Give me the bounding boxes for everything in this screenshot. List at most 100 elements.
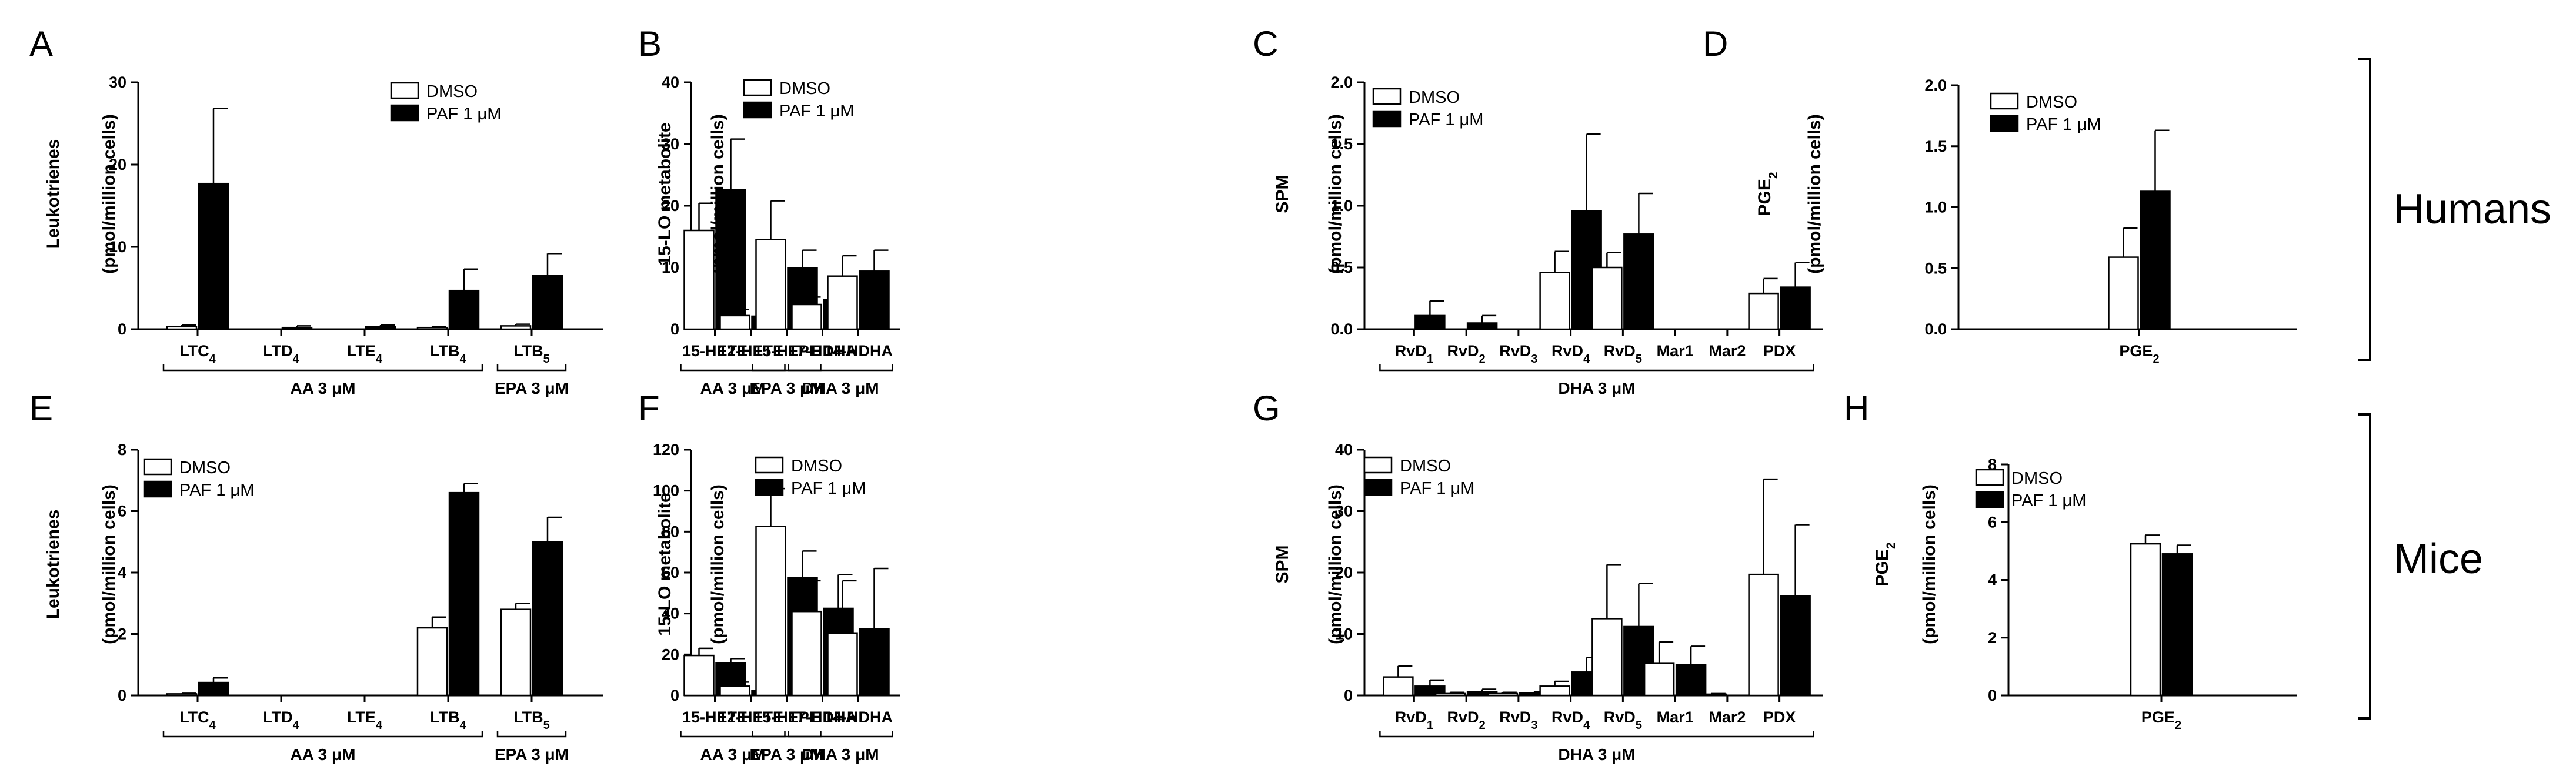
panel-h: H PGE2 (pmol/million cells) 0 2 4 6 8 PGE2 DMSO PA… [1844, 389, 2297, 732]
x-tick-label: Mar1 [1657, 342, 1694, 360]
legend-swatch-dmso [743, 79, 772, 96]
bar-dmso [1539, 685, 1570, 697]
x-tick-label: LTD4 [263, 708, 299, 732]
y-tick-label: 0 [1988, 687, 1997, 704]
y-axis-title: SPM [1273, 175, 1292, 213]
y-tick-label: 0.5 [1330, 259, 1353, 276]
y-axis-subtitle: (pmol/million cells) [99, 114, 119, 274]
y-axis-title: 15-LO metabolite [655, 122, 675, 265]
group-bracket [788, 731, 893, 738]
bar-dmso [1643, 662, 1675, 697]
x-tick-label: LTC4 [179, 708, 216, 732]
bar-paf [1466, 322, 1498, 330]
bar-paf [365, 326, 396, 330]
bar-dmso [166, 326, 198, 330]
panel-label: B [638, 24, 662, 63]
y-tick-label: 8 [118, 441, 126, 459]
y-tick-label: 0.0 [1924, 320, 1947, 338]
group-bracket [788, 364, 893, 372]
y-tick-label: 120 [653, 441, 679, 459]
bar-paf [1780, 595, 1811, 697]
y-tick-label: 8 [1988, 456, 1997, 473]
group-label: AA 3 μM [700, 745, 766, 764]
group-bracket [162, 731, 483, 738]
bar-paf [1414, 314, 1446, 330]
legend-swatch-dmso [390, 82, 419, 99]
humans-label: Humans [2394, 186, 2551, 233]
legend-swatch-paf [755, 478, 784, 496]
legend-swatch-paf [743, 101, 772, 119]
y-tick-label: 80 [662, 523, 679, 540]
legend-label-dmso: DMSO [779, 79, 830, 98]
bar-dmso [827, 275, 858, 330]
bar-paf [281, 326, 313, 330]
x-tick-label: LTD4 [263, 342, 299, 366]
panel-label: A [29, 24, 53, 63]
y-tick-label: 6 [1988, 513, 1997, 531]
legend-label-paf: PAF 1 μM [2026, 115, 2101, 134]
bar-dmso [683, 229, 715, 330]
x-tick-label: LTC4 [179, 342, 216, 366]
legend-label-paf: PAF 1 μM [179, 481, 254, 500]
legend-label-paf: PAF 1 μM [791, 479, 866, 498]
x-tick-label: LTB4 [430, 342, 466, 366]
panel-g: G SPM (pmol/million cells) 0 10 20 30 40 RvD1 RvD… [1253, 389, 1823, 764]
panel-a: A Leukotrienes (pmol/million cells) 0 10 20 30… [29, 24, 603, 397]
panel-label: H [1844, 389, 1869, 428]
y-tick-label: 30 [109, 73, 126, 91]
x-tick-label: Mar1 [1657, 708, 1694, 726]
group-bracket [752, 731, 822, 738]
x-tick-label: 15-HEPE [753, 708, 820, 726]
y-axis-subtitle: (pmol/million cells) [1920, 484, 1939, 644]
y-tick-label: 1.5 [1924, 138, 1947, 155]
group-bracket [496, 731, 567, 738]
bar-dmso [2130, 543, 2161, 697]
group-label: DHA 3 μM [1558, 379, 1635, 397]
legend-label-paf: PAF 1 μM [779, 102, 854, 121]
y-axis-subtitle: (pmol/million cells) [1326, 114, 1345, 274]
y-axis-title: Leukotrienes [44, 510, 63, 620]
bar-dmso [755, 239, 786, 330]
legend-swatch-dmso [1363, 456, 1393, 474]
x-tick-label: RvD3 [1499, 342, 1537, 366]
x-tick-label: RvD3 [1499, 708, 1537, 732]
x-tick-label: RvD1 [1395, 342, 1433, 366]
group-label: DHA 3 μM [1558, 745, 1635, 764]
y-axis-title: SPM [1273, 545, 1292, 583]
bar-dmso [755, 526, 786, 697]
panel-label: D [1703, 24, 1728, 63]
bar-paf [859, 628, 890, 697]
y-axis-subtitle: (pmol/million cells) [1805, 114, 1824, 274]
y-tick-label: 40 [662, 73, 679, 91]
y-tick-label: 40 [662, 605, 679, 623]
y-tick-label: 2.0 [1924, 76, 1947, 94]
bar-paf [2140, 190, 2171, 330]
x-tick-label: 17-HDHA [788, 342, 857, 360]
y-tick-label: 0 [670, 687, 679, 704]
y-tick-label: 0 [118, 320, 126, 338]
bar-dmso [1539, 272, 1570, 330]
bar-dmso [1591, 266, 1623, 330]
legend-label-dmso: DMSO [2011, 469, 2063, 488]
x-tick-label: RvD1 [1395, 708, 1433, 732]
legend-label-dmso: DMSO [1409, 88, 1460, 107]
legend-label-paf: PAF 1 μM [1400, 479, 1474, 498]
panel-f: F 15-LO metabolite (pmol/million cells) 0 20… [638, 389, 900, 764]
panel-label: C [1253, 24, 1278, 63]
x-tick-label: RvD2 [1447, 708, 1486, 732]
y-tick-label: 2 [118, 625, 126, 643]
y-tick-label: 10 [109, 238, 126, 256]
bar-dmso [827, 632, 858, 697]
y-tick-label: 60 [662, 564, 679, 581]
y-tick-label: 10 [662, 259, 679, 276]
y-tick-label: 20 [109, 156, 126, 173]
x-tick-label: RvD4 [1551, 708, 1590, 732]
bar-dmso [1383, 676, 1414, 697]
y-tick-label: 0 [118, 687, 126, 704]
bar-dmso [500, 325, 532, 330]
panel-label: F [638, 389, 660, 428]
group-bracket [680, 364, 786, 372]
y-tick-label: 10 [1335, 625, 1353, 643]
legend-swatch-dmso [1975, 469, 2004, 486]
y-axis-title: PGE2 [1873, 542, 1898, 586]
